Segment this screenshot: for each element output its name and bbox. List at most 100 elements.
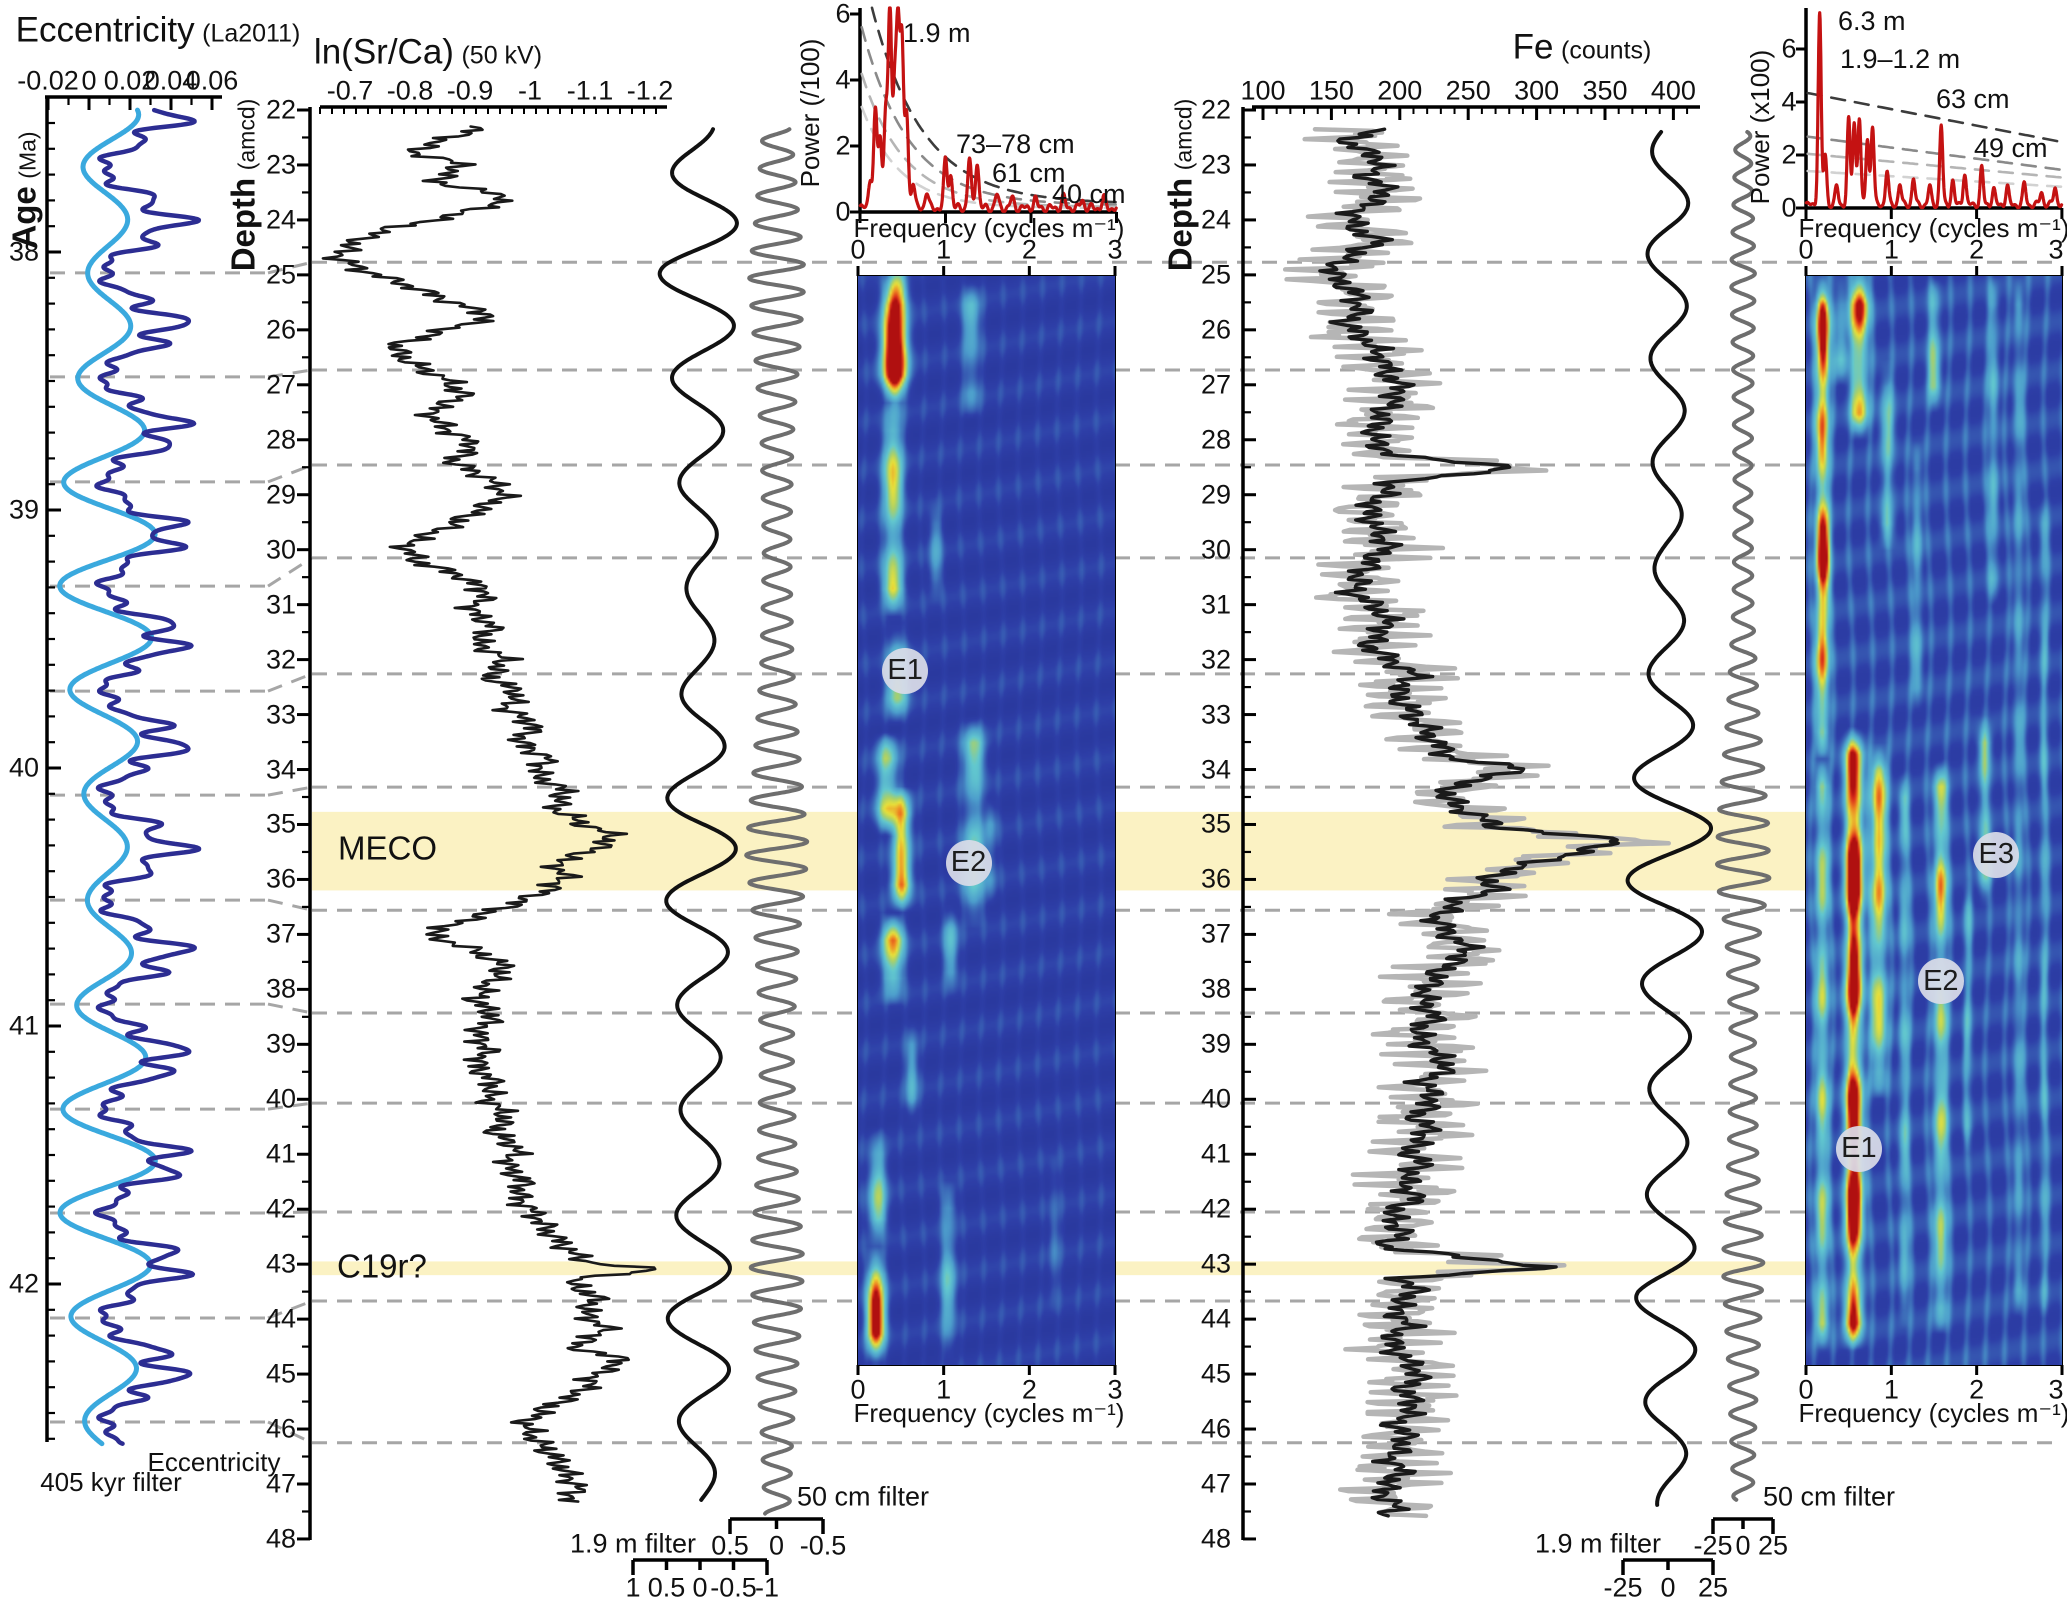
spectral-peak-label-right: 49 cm [1974, 133, 2048, 163]
power-tick-label-left: 2 [835, 130, 851, 161]
depth-tick-label-left: 33 [265, 699, 297, 730]
cycle-label-right-e1: E1 [1835, 1125, 1882, 1172]
power-tick-label-right: 6 [1781, 33, 1797, 64]
depth-tick-label-left: 26 [265, 314, 297, 345]
spectral-peak-label-right: 6.3 m [1838, 6, 1906, 36]
filter-19m-scale-right: 25 [1697, 1572, 1729, 1603]
power-tick-label-right: 2 [1781, 139, 1797, 170]
filter-19m-label-left: 1.9 m filter [569, 1528, 697, 1559]
depth-tick-label-right: 45 [1200, 1358, 1232, 1389]
depth-tick-label-left: 24 [265, 204, 297, 235]
depth-tick-label-right: 28 [1200, 424, 1232, 455]
age-unit: (Ma) [14, 131, 41, 179]
depth-tick-label-right: 33 [1200, 699, 1232, 730]
frequency-tick-label-right-top: 3 [2048, 234, 2064, 265]
frequency-tick-label-right-bottom: 0 [1798, 1374, 1814, 1405]
depth-tick-label-right: 24 [1200, 204, 1232, 235]
depth-tick-label-left: 23 [265, 149, 297, 180]
depth-tick-label-left: 36 [265, 863, 297, 894]
depth-tick-label-left: 45 [265, 1358, 297, 1389]
c19r-annotation: C19r? [337, 1247, 427, 1285]
depth-tick-label-left: 29 [265, 479, 297, 510]
depth-tick-label-left: 34 [265, 754, 297, 785]
frequency-tick-label-left-top: 3 [1107, 234, 1123, 265]
frequency-axis-label-top-left: Frequency (cycles m⁻¹) [853, 213, 1125, 243]
spectral-peak-label-right: 1.9–1.2 m [1840, 44, 1961, 74]
age-tick-label: 39 [8, 494, 40, 525]
srca-title-text: ln(Sr/Ca) [313, 32, 454, 72]
depth-tick-label-left: 47 [265, 1468, 297, 1499]
depth-tick-label-right: 23 [1200, 149, 1232, 180]
frequency-tick-label-right-top: 1 [1883, 234, 1899, 265]
filter-19m-scale-left: 0.5 [647, 1572, 686, 1603]
power-tick-label-right: 4 [1781, 86, 1797, 117]
depth-tick-label-left: 30 [265, 534, 297, 565]
frequency-axis-label-top-right: Frequency (cycles m⁻¹) [1798, 213, 2067, 243]
depth-tick-label-left: 28 [265, 424, 297, 455]
power-tick-label-right: 0 [1781, 192, 1797, 223]
frequency-tick-label-right-bottom: 2 [1969, 1374, 1985, 1405]
filter-19m-scale-left: -0.5 [710, 1572, 757, 1603]
depth-tick-label-right: 41 [1200, 1138, 1232, 1169]
filter-50cm-scale-left: 0 [768, 1530, 785, 1561]
depth-tick-label-left: 31 [265, 589, 297, 620]
filter-405kyr-legend: 405 kyr filter [40, 1467, 182, 1497]
depth-tick-label-right: 35 [1200, 808, 1232, 839]
depth-tick-label-right: 47 [1200, 1468, 1232, 1499]
age-axis-label: Age (Ma) [6, 131, 43, 248]
evolutive-spectrogram-right [1806, 276, 2062, 1365]
cycle-label-left-e1: E1 [882, 647, 929, 694]
age-tick-label: 40 [8, 752, 40, 783]
depth-tick-label-right: 43 [1200, 1248, 1232, 1279]
depth-tick-label-left: 38 [265, 973, 297, 1004]
age-tick-label: 42 [8, 1268, 40, 1299]
depth-tick-label-left: 25 [265, 259, 297, 290]
depth-tick-label-right: 46 [1200, 1413, 1232, 1444]
fe-title-suffix: (counts) [1561, 36, 1652, 65]
meco-annotation: MECO [338, 829, 437, 867]
depth-tick-label-left: 40 [265, 1083, 297, 1114]
depth-tick-label-left: 22 [265, 94, 297, 125]
depth-axis-label-left: Depth (amcd) [224, 98, 262, 272]
spectral-peak-label-left: 73–78 cm [956, 129, 1075, 159]
filter-50cm-label-left: 50 cm filter [796, 1481, 930, 1512]
cycle-label-right-e2: E2 [1917, 958, 1964, 1005]
depth-unit-left: (amcd) [233, 98, 260, 171]
depth-tick-label-left: 35 [265, 808, 297, 839]
ecc-axis-tick-label: -0.02 [17, 65, 79, 96]
depth-word-left: Depth [224, 177, 262, 272]
depth-unit-right: (amcd) [1170, 98, 1197, 171]
frequency-axis-label-bottom-right: Frequency (cycles m⁻¹) [1798, 1398, 2067, 1428]
fe-axis-tick-label: 200 [1377, 75, 1423, 106]
spectral-peak-label-right: 63 cm [1936, 84, 2010, 114]
depth-tick-label-right: 25 [1200, 259, 1232, 290]
filter-50cm-scale-right: -25 [1693, 1530, 1733, 1561]
fe-title-text: Fe [1512, 27, 1554, 67]
depth-tick-label-left: 32 [265, 644, 297, 675]
depth-tick-label-right: 36 [1200, 863, 1232, 894]
frequency-tick-label-right-bottom: 3 [2048, 1374, 2064, 1405]
frequency-tick-label-left-bottom: 0 [850, 1374, 866, 1405]
srca-title: ln(Sr/Ca) (50 kV) [314, 35, 542, 70]
depth-tick-label-left: 41 [265, 1138, 297, 1169]
power-tick-label-left: 6 [835, 0, 851, 29]
filter-19m-scale-right: 0 [1660, 1572, 1676, 1603]
fe-axis-tick-label: 100 [1240, 75, 1286, 106]
power-axis-label-left: Power (/100) [795, 38, 825, 188]
filter-50cm-scale-left: -0.5 [799, 1530, 847, 1561]
depth-tick-label-left: 27 [265, 369, 297, 400]
frequency-tick-label-left-bottom: 2 [1021, 1374, 1037, 1405]
filter-19m-label-right: 1.9 m filter [1534, 1528, 1662, 1559]
srca-axis-tick-label: -0.7 [326, 75, 374, 106]
eccentricity-legend: Eccentricity [147, 1447, 281, 1477]
frequency-tick-label-right-top: 0 [1798, 234, 1814, 265]
frequency-tick-label-right-top: 2 [1969, 234, 1985, 265]
depth-tick-label-right: 26 [1200, 314, 1232, 345]
eccentricity-title-suffix: (La2011) [202, 19, 301, 48]
depth-tick-label-right: 31 [1200, 589, 1232, 620]
srca-axis-tick-label: -1 [517, 75, 543, 106]
spectral-peak-label-left: 61 cm [992, 158, 1066, 188]
srca-title-suffix: (50 kV) [461, 41, 543, 70]
fe-title: Fe (counts) [1513, 30, 1652, 65]
